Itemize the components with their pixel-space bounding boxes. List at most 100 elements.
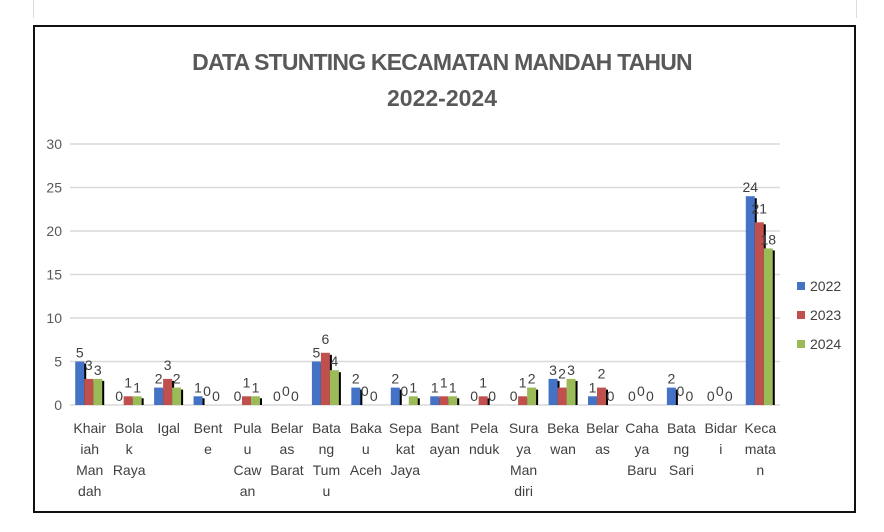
legend-label: 2024 — [810, 336, 841, 352]
data-label: 0 — [370, 388, 378, 404]
bar-2023 — [557, 387, 567, 405]
legend-swatch-2023 — [797, 311, 805, 319]
x-tick-label: Bent e — [194, 420, 223, 457]
bar-2024 — [566, 378, 576, 405]
legend-swatch-2024 — [797, 340, 805, 348]
y-tick-label: 10 — [46, 310, 62, 326]
chart-title-line-2: 2022-2024 — [387, 85, 497, 111]
data-label: 0 — [685, 388, 693, 404]
bar-2023 — [123, 396, 133, 405]
data-label: 0 — [234, 388, 242, 404]
bar-2024 — [251, 396, 260, 405]
data-label: 0 — [646, 388, 654, 404]
data-label: 0 — [607, 388, 615, 404]
data-label: 0 — [488, 388, 496, 404]
bar-2023 — [478, 396, 488, 405]
bar-2023 — [320, 352, 330, 405]
bar-2023 — [439, 396, 449, 405]
data-label: 1 — [194, 379, 202, 395]
data-label: 2 — [391, 371, 399, 387]
bar-2024 — [527, 387, 537, 405]
bar-2022 — [745, 196, 755, 405]
data-label: 2 — [352, 371, 360, 387]
bar-shadow — [605, 389, 608, 405]
chart-frame — [33, 25, 856, 513]
x-tick-label: Igal — [157, 420, 180, 436]
data-label: 3 — [567, 362, 575, 378]
bar-shadow — [486, 398, 490, 405]
data-label: 1 — [440, 374, 448, 390]
x-tick-label: Caha ya Baru — [625, 420, 659, 478]
bar-shadow — [456, 398, 460, 405]
bar-shadow — [771, 250, 775, 405]
x-tick-label: Belar as Barat — [270, 420, 304, 478]
data-label: 1 — [243, 374, 251, 390]
x-tick-label: Bant ayan — [430, 420, 460, 457]
page-edge — [856, 0, 857, 18]
bar-shadow — [337, 372, 341, 405]
data-label: 1 — [409, 379, 417, 395]
x-tick-label: Keca mata n — [744, 420, 776, 478]
bar-2022 — [351, 387, 361, 405]
bar-2024 — [132, 396, 142, 405]
x-tick-label: Belar as — [586, 420, 619, 457]
data-label: 0 — [273, 388, 281, 404]
data-label: 4 — [330, 353, 338, 369]
x-tick-label: Pula u Caw an — [233, 420, 262, 499]
legend-label: 2022 — [810, 278, 841, 294]
x-tick-label: Khair iah Man dah — [73, 420, 106, 499]
chart-title-line-1: DATA STUNTING KECAMATAN MANDAH TAHUN — [192, 49, 692, 75]
data-label: 0 — [361, 383, 369, 399]
bar-shadow — [416, 398, 420, 405]
data-label: 0 — [400, 383, 408, 399]
x-tick-label: Beka wan — [547, 420, 579, 457]
data-label: 2 — [667, 371, 675, 387]
data-label: 2 — [598, 366, 606, 382]
data-label: 2 — [558, 366, 566, 382]
bar-2023 — [597, 387, 606, 405]
bar-shadow — [574, 380, 578, 405]
data-label: 1 — [431, 379, 439, 395]
x-tick-label: Bata ng Sari — [667, 420, 696, 478]
data-label: 5 — [76, 345, 84, 361]
data-label: 1 — [133, 379, 141, 395]
bar-2023 — [754, 222, 764, 405]
data-label: 3 — [85, 357, 93, 373]
x-tick-label: Bata ng Tum u — [312, 420, 341, 499]
bar-2023 — [84, 378, 94, 405]
x-tick-label: Bola k Raya — [113, 420, 146, 478]
data-label: 18 — [760, 231, 776, 247]
bar-shadow — [101, 380, 105, 405]
data-label: 3 — [94, 362, 102, 378]
bar-2024 — [763, 248, 773, 405]
data-label: 0 — [716, 383, 724, 399]
data-label: 2 — [155, 371, 163, 387]
bar-shadow — [259, 398, 262, 405]
bar-2023 — [242, 396, 251, 405]
data-label: 21 — [751, 200, 767, 216]
bar-2022 — [193, 396, 203, 405]
x-tick-label: Sura ya Man diri — [509, 420, 539, 499]
data-label: 5 — [312, 345, 320, 361]
bar-2024 — [93, 378, 103, 405]
y-tick-label: 20 — [46, 223, 62, 239]
data-label: 1 — [519, 374, 527, 390]
data-label: 0 — [115, 388, 123, 404]
bar-shadow — [180, 389, 184, 405]
y-tick-label: 30 — [46, 136, 62, 152]
data-label: 0 — [707, 388, 715, 404]
bar-2022 — [154, 387, 164, 405]
data-label: 0 — [291, 388, 299, 404]
y-tick-label: 5 — [54, 354, 62, 370]
bar-2024 — [172, 387, 182, 405]
bar-2022 — [430, 396, 440, 405]
data-label: 0 — [637, 383, 645, 399]
data-label: 0 — [510, 388, 518, 404]
data-label: 24 — [742, 179, 758, 195]
x-tick-label: Pela nduk — [469, 420, 500, 457]
page-edge — [33, 0, 34, 18]
bar-shadow — [201, 398, 205, 405]
data-label: 0 — [203, 383, 211, 399]
data-label: 1 — [479, 374, 487, 390]
